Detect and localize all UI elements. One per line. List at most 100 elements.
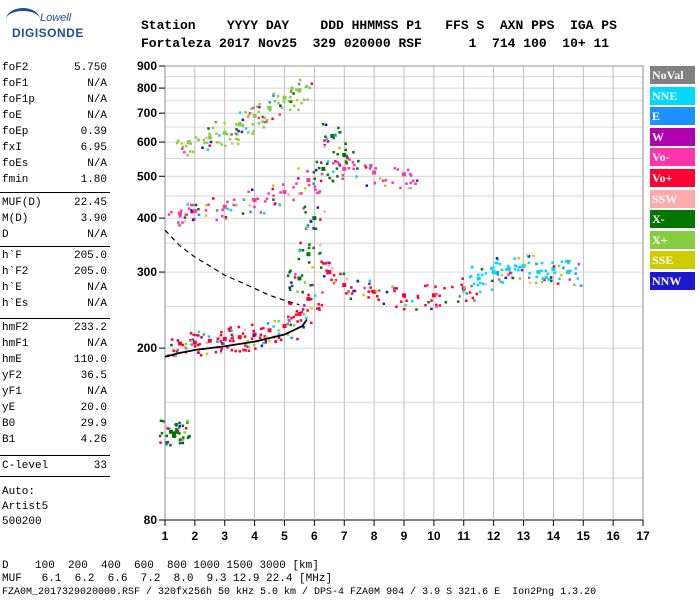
x-tick-label: 12	[487, 529, 501, 543]
echo-point	[319, 243, 322, 247]
param-fof1: foF1 N/A	[2, 78, 107, 94]
echo-point	[190, 203, 193, 207]
echo-point	[251, 123, 254, 126]
echo-point	[308, 243, 311, 246]
echo-point	[333, 133, 337, 137]
echo-point	[287, 100, 291, 103]
echo-point	[527, 261, 531, 265]
echo-point	[246, 115, 250, 118]
echo-point	[267, 105, 272, 110]
echo-point	[271, 117, 274, 121]
param-value: 6.95	[80, 142, 107, 154]
echo-point	[297, 88, 302, 93]
legend-item-x-: X+	[650, 230, 695, 249]
echo-point	[323, 143, 326, 147]
echo-point	[465, 299, 468, 303]
echo-point	[463, 286, 466, 290]
echo-point	[350, 292, 354, 295]
echo-point	[296, 290, 299, 293]
param-value: 33	[93, 460, 107, 472]
x-tick-label: 2	[192, 529, 199, 543]
echo-point	[527, 255, 531, 258]
param-value: 0.39	[80, 126, 107, 138]
echo-point	[272, 325, 275, 328]
x-tick-label: 7	[341, 529, 348, 543]
echo-point	[175, 422, 178, 426]
echo-point	[327, 270, 332, 275]
echo-point	[220, 143, 224, 146]
param-name: foF2	[2, 62, 29, 74]
echo-point	[430, 307, 433, 311]
echo-point	[306, 252, 311, 257]
param-value: N/A	[87, 282, 107, 294]
legend-item-sse: SSE	[650, 251, 695, 270]
echo-point	[197, 334, 200, 337]
echo-point	[172, 349, 175, 352]
echo-point	[194, 136, 198, 139]
echo-point	[352, 150, 355, 154]
echo-point	[347, 290, 350, 293]
echo-point	[247, 114, 251, 117]
echo-point	[312, 171, 316, 174]
echo-point	[301, 290, 304, 294]
echo-point	[311, 266, 314, 269]
echo-point	[247, 345, 251, 349]
echo-point	[170, 210, 173, 214]
echo-point	[177, 341, 182, 346]
echo-point	[212, 197, 215, 200]
echo-point	[372, 289, 377, 294]
param-value: N/A	[87, 94, 107, 106]
header-row-2: Fortaleza 2017 Nov25 329 020000 RSF 1 71…	[141, 36, 610, 51]
echo-point	[243, 335, 247, 338]
echo-point	[377, 298, 380, 301]
echo-point	[252, 113, 257, 118]
param-fof1p: foF1p N/A	[2, 94, 107, 110]
echo-point	[556, 282, 560, 285]
param-name: C-level	[2, 460, 49, 472]
echo-point	[541, 277, 544, 280]
echo-point	[294, 273, 297, 276]
echo-point	[476, 283, 480, 287]
echo-point	[517, 256, 521, 260]
echo-point	[297, 167, 300, 170]
echo-point	[306, 296, 311, 301]
x-tick-label: 8	[371, 529, 378, 543]
echo-point	[241, 332, 245, 335]
echo-point	[316, 191, 319, 195]
echo-point	[362, 293, 365, 297]
echo-point	[404, 304, 408, 307]
echo-point	[384, 179, 388, 182]
echo-point	[232, 203, 236, 207]
echo-point	[237, 138, 240, 141]
echo-point	[327, 264, 331, 267]
echo-point	[252, 343, 256, 347]
echo-point	[272, 92, 275, 96]
param-ye: yE 20.0	[2, 402, 107, 418]
echo-point	[508, 271, 512, 274]
echo-point	[320, 161, 323, 164]
echo-point	[577, 263, 581, 266]
echo-point	[271, 184, 275, 187]
param-fxi: fxI 6.95	[2, 142, 107, 158]
echo-point	[391, 181, 394, 184]
echo-point	[409, 181, 412, 185]
echo-point	[272, 94, 275, 98]
echo-point	[181, 221, 184, 224]
echo-point	[188, 435, 191, 438]
echo-point	[289, 100, 293, 104]
echo-point	[346, 156, 349, 160]
echo-point	[296, 337, 299, 341]
echo-point	[230, 333, 234, 337]
echo-point	[196, 343, 200, 347]
echo-point	[208, 132, 211, 136]
echo-point	[230, 348, 234, 352]
legend-item-ssw: SSW	[650, 189, 695, 208]
echo-point	[295, 309, 299, 313]
x-tick-label: 1	[162, 529, 169, 543]
echo-point	[249, 210, 252, 214]
echo-point	[257, 116, 261, 120]
echo-point	[198, 343, 201, 346]
echo-point	[552, 265, 556, 268]
echo-point	[194, 203, 198, 207]
echo-point	[230, 142, 234, 145]
